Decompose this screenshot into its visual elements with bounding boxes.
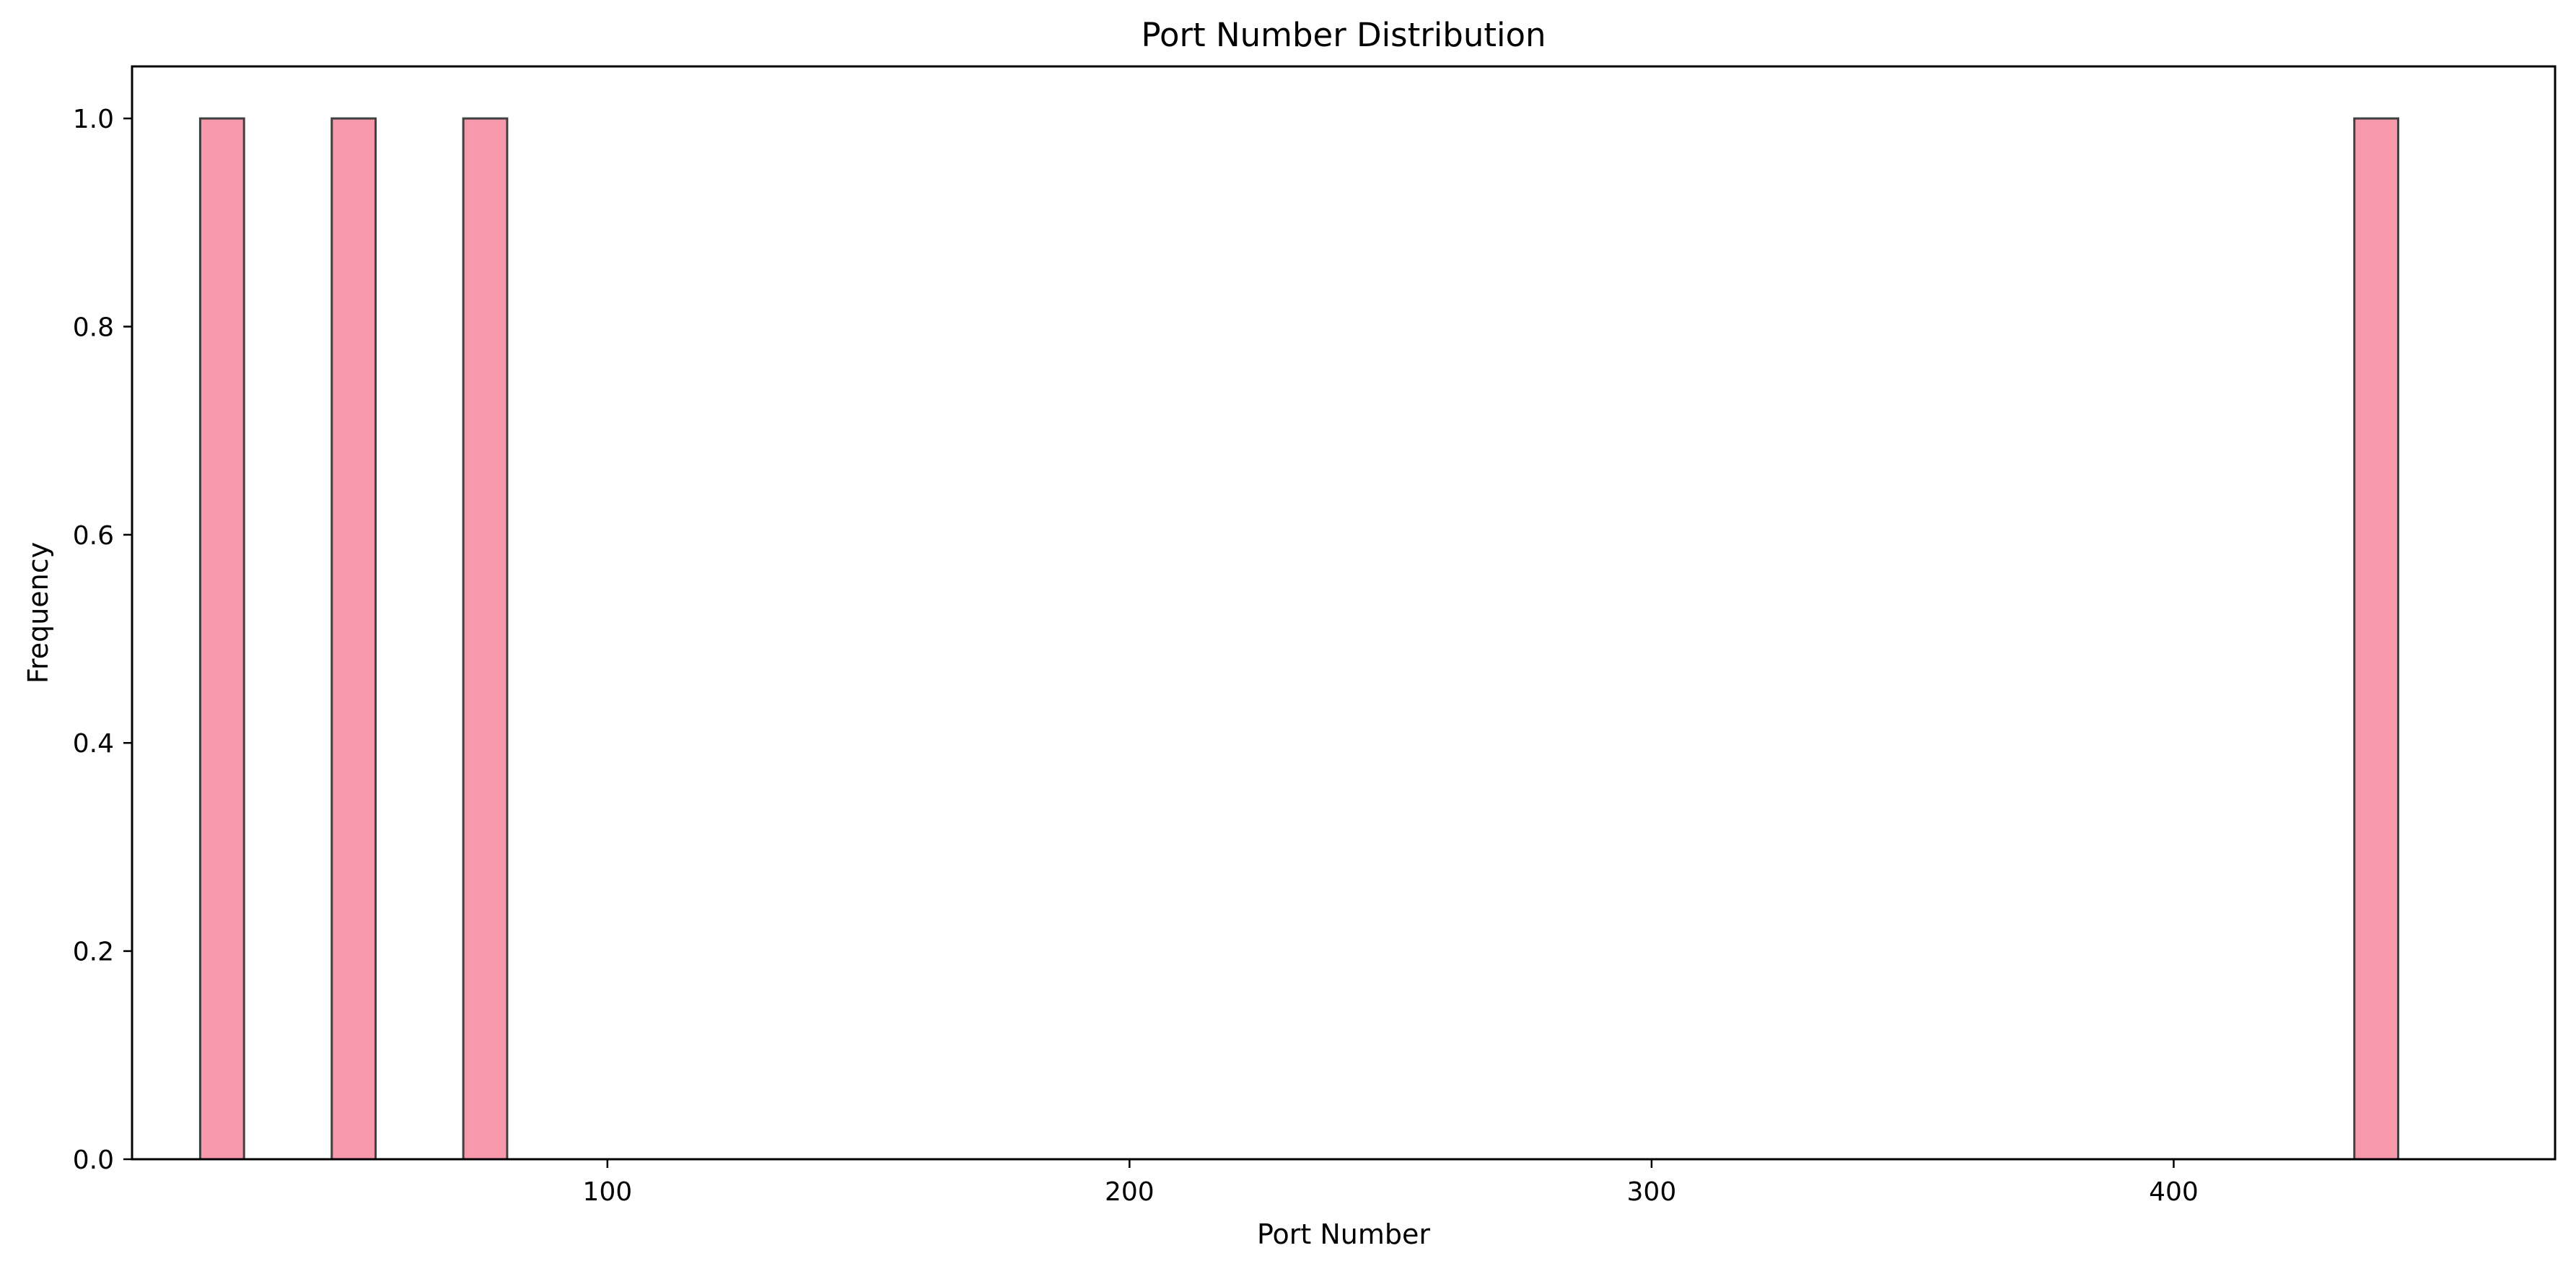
y-axis: 0.0 0.2 0.4 0.6 0.8 1.0 [73,105,132,1175]
bars-group [198,117,2400,1161]
histogram-bar-2 [330,117,377,1161]
y-axis-title: Frequency [22,542,54,684]
histogram-bar-3 [462,117,509,1161]
x-tick-label: 400 [2149,1177,2199,1207]
y-tick-label: 0.4 [73,729,114,759]
x-tick-label: 300 [1627,1177,1677,1207]
histogram-bar-4 [2353,117,2400,1161]
y-tick-label: 0.2 [73,938,114,967]
histogram-bar-1 [198,117,245,1161]
y-tick-label: 1.0 [73,105,114,134]
x-axis-title: Port Number [1257,1218,1430,1250]
y-tick-label: 0.8 [73,313,114,342]
plot-frame [131,65,2557,1161]
x-tick-label: 200 [1105,1177,1155,1207]
y-tick-label: 0.6 [73,521,114,551]
y-tick-label: 0.0 [73,1146,114,1175]
x-axis: 100 200 300 400 [582,1159,2199,1207]
chart-title: Port Number Distribution [1141,16,1546,54]
x-tick-label: 100 [582,1177,632,1207]
